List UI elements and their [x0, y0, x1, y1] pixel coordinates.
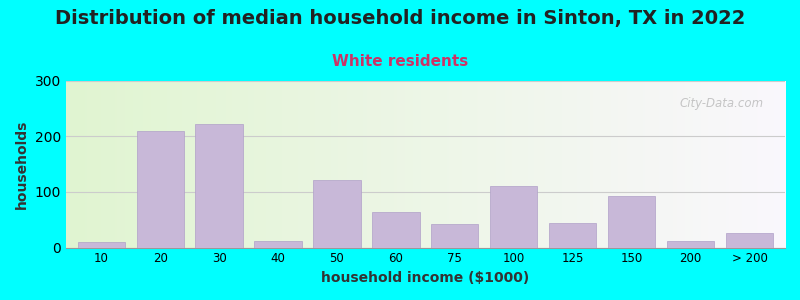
Bar	[667, 241, 714, 247]
Bar	[254, 241, 302, 247]
X-axis label: household income ($1000): household income ($1000)	[322, 271, 530, 285]
Bar	[431, 224, 478, 247]
Bar	[549, 223, 596, 247]
Bar	[372, 212, 419, 247]
Text: City-Data.com: City-Data.com	[679, 97, 763, 110]
Text: White residents: White residents	[332, 54, 468, 69]
Bar	[726, 233, 774, 247]
Y-axis label: households: households	[15, 119, 29, 209]
Bar	[314, 180, 361, 248]
Bar	[490, 186, 538, 248]
Bar	[137, 130, 184, 248]
Bar	[195, 124, 242, 248]
Bar	[78, 242, 125, 248]
Bar	[608, 196, 655, 248]
Text: Distribution of median household income in Sinton, TX in 2022: Distribution of median household income …	[55, 9, 745, 28]
